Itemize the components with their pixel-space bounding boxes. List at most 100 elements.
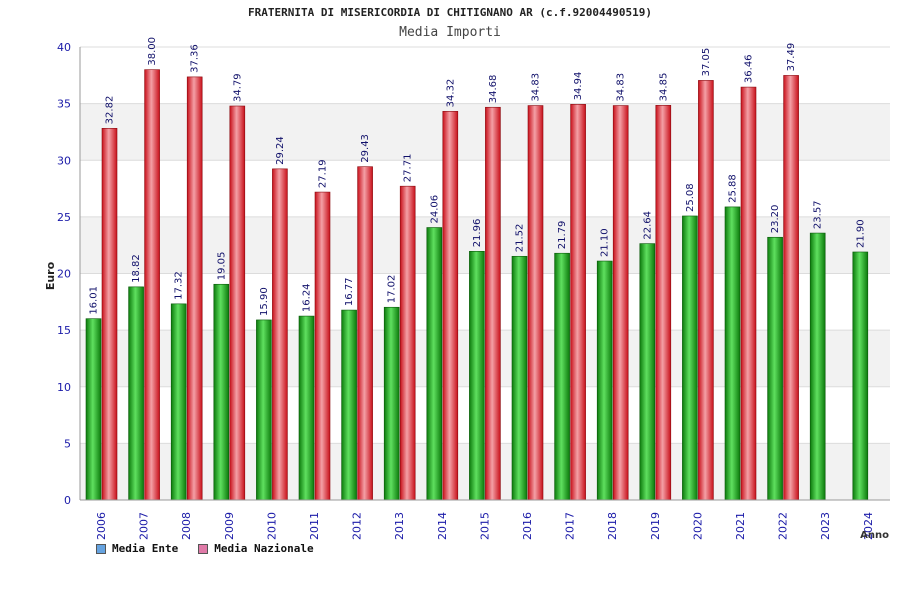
y-tick-label: 15: [57, 324, 71, 337]
value-label-media-ente: 16.77: [344, 277, 355, 306]
bar-media-ente: [724, 206, 741, 501]
value-labels-layer: 16.01 32.82 18.82 38.00 17.32 37.36 19.05 34.79…: [89, 37, 867, 316]
y-tick-label: 30: [57, 154, 71, 167]
value-label-media-ente: 22.64: [642, 211, 653, 240]
bar-media-nazionale: [399, 185, 416, 501]
chart-title: FRATERNITA DI MISERICORDIA DI CHITIGNANO…: [248, 6, 652, 19]
value-label-media-nazionale: 34.32: [445, 79, 456, 108]
y-tick-label: 25: [57, 211, 71, 224]
bar-media-ente: [298, 315, 315, 501]
value-label-media-nazionale: 29.24: [275, 136, 286, 165]
value-label-media-nazionale: 34.79: [232, 73, 243, 102]
value-label-media-ente: 17.02: [387, 275, 398, 304]
bar-media-ente: [767, 236, 783, 501]
value-label-media-ente: 17.32: [174, 271, 185, 300]
value-label-media-ente: 18.82: [131, 254, 142, 283]
value-label-media-ente: 21.10: [600, 228, 611, 257]
bar-media-nazionale: [272, 168, 288, 501]
value-label-media-nazionale: 32.82: [105, 96, 116, 125]
bar-media-ente: [170, 303, 187, 501]
value-label-media-nazionale: 27.19: [318, 159, 329, 188]
x-tick-label: 2009: [223, 512, 236, 540]
value-label-media-ente: 15.90: [259, 287, 270, 316]
value-label-media-nazionale: 37.49: [786, 43, 797, 72]
bar-media-nazionale: [485, 106, 501, 501]
y-tick-label: 35: [57, 98, 71, 111]
bar-media-ente: [469, 251, 485, 501]
bar-media-ente: [809, 232, 826, 501]
x-tick-label: 2017: [564, 512, 577, 540]
x-tick-label: 2006: [95, 512, 108, 540]
value-label-media-ente: 25.88: [728, 174, 739, 203]
bar-media-ente: [256, 319, 272, 501]
x-tick-label: 2012: [351, 512, 364, 540]
bar-media-ente: [213, 283, 230, 501]
value-label-media-nazionale: 38.00: [147, 37, 158, 66]
x-tick-label: 2010: [265, 512, 278, 540]
bar-media-ente: [341, 309, 357, 501]
bar-media-nazionale: [144, 69, 160, 501]
value-label-media-nazionale: 37.36: [190, 44, 201, 73]
bar-media-nazionale: [612, 105, 629, 501]
bar-media-ente: [426, 227, 443, 501]
x-tick-label: 2007: [138, 512, 151, 540]
x-tick-label: 2011: [308, 512, 321, 540]
bar-media-nazionale: [655, 105, 672, 501]
value-label-media-ente: 23.20: [770, 205, 781, 234]
bar-media-ente: [596, 260, 613, 501]
bar-media-nazionale: [229, 105, 246, 501]
bar-media-ente: [85, 318, 102, 501]
value-label-media-ente: 16.01: [89, 286, 100, 315]
value-label-media-ente: 16.24: [302, 283, 313, 312]
y-tick-label: 40: [57, 41, 71, 54]
bar-media-nazionale: [101, 128, 118, 501]
bar-media-nazionale: [527, 105, 544, 501]
bar-media-nazionale: [186, 76, 203, 501]
bar-media-ente: [383, 306, 400, 501]
x-tick-label: 2022: [777, 512, 790, 540]
bar-media-nazionale: [783, 75, 799, 501]
bar-media-ente: [554, 252, 570, 501]
bar-media-ente: [511, 255, 528, 501]
x-tick-label: 2024: [862, 512, 875, 540]
bar-media-nazionale: [314, 191, 331, 501]
legend-item-media-ente: Media Ente: [96, 542, 178, 555]
bar-media-nazionale: [570, 104, 586, 501]
value-label-media-ente: 23.57: [813, 200, 824, 229]
value-label-media-nazionale: 27.71: [403, 154, 414, 183]
value-label-media-ente: 21.52: [515, 224, 526, 253]
legend-label-media-ente: Media Ente: [112, 542, 179, 555]
legend: Media Ente Media Nazionale: [96, 542, 314, 555]
bar-media-nazionale: [740, 86, 757, 501]
bar-media-nazionale: [357, 166, 373, 501]
legend-swatch-media-ente: [96, 543, 106, 554]
value-label-media-ente: 24.06: [429, 195, 440, 224]
legend-swatch-media-nazionale: [198, 543, 209, 554]
value-label-media-ente: 21.79: [557, 221, 568, 250]
x-tick-label: 2020: [691, 512, 704, 540]
value-label-media-nazionale: 34.83: [531, 73, 542, 102]
x-tick-label: 2013: [393, 512, 406, 540]
x-axis-label: Anno: [860, 530, 889, 541]
bar-media-ente: [128, 286, 144, 501]
y-tick-label: 5: [64, 437, 71, 450]
axes-layer: 2006 2007 2008 2009 2010 2011 2012 2013 2014 2015…: [44, 41, 890, 541]
x-tick-label: 2016: [521, 512, 534, 540]
value-label-media-nazionale: 29.43: [360, 134, 371, 163]
bar-media-ente: [852, 251, 869, 501]
value-label-media-nazionale: 36.46: [744, 54, 755, 83]
value-label-media-nazionale: 37.05: [701, 48, 712, 77]
x-tick-label: 2021: [734, 512, 747, 540]
chart-subtitle: Media Importi: [399, 25, 501, 40]
x-tick-label: 2015: [478, 512, 491, 540]
value-label-media-nazionale: 34.83: [616, 73, 627, 102]
bars-layer: [85, 69, 869, 501]
x-tick-label: 2019: [649, 512, 662, 540]
bar-media-nazionale: [698, 80, 714, 501]
y-tick-label: 20: [57, 268, 71, 281]
x-tick-label: 2023: [819, 512, 832, 540]
x-tick-label: 2018: [606, 512, 619, 540]
value-label-media-nazionale: 34.68: [488, 75, 499, 104]
